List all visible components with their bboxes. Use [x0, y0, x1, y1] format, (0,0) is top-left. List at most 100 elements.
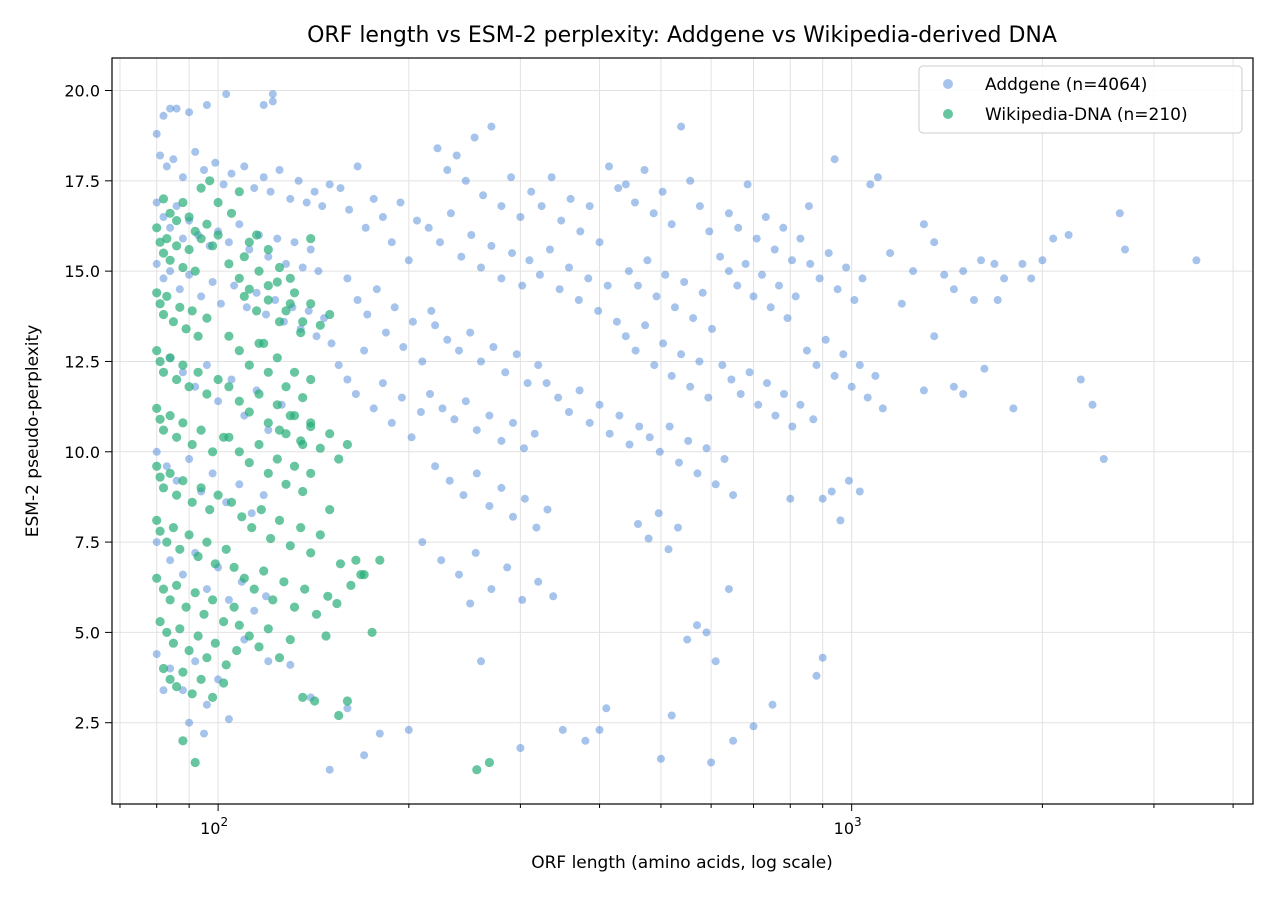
- addgene-point: [545, 245, 554, 254]
- addgene-point: [159, 274, 168, 283]
- wikipedia-dna-point: [210, 559, 220, 569]
- wikipedia-dna-point: [152, 461, 162, 471]
- addgene-point: [631, 346, 640, 355]
- wikipedia-dna-point: [244, 237, 254, 247]
- addgene-point: [684, 436, 693, 445]
- wikipedia-dna-point: [239, 291, 249, 301]
- wikipedia-dna-point: [178, 476, 188, 486]
- wikipedia-dna-point: [213, 197, 223, 208]
- y-axis-label: ESM-2 pseudo-perplexity: [23, 325, 43, 538]
- wikipedia-dna-point: [244, 407, 254, 417]
- addgene-point: [202, 585, 211, 594]
- addgene-point: [334, 361, 343, 370]
- addgene-point: [298, 263, 307, 272]
- addgene-point: [159, 213, 168, 221]
- wikipedia-dna-point: [196, 234, 206, 244]
- wikipedia-dna-point: [196, 425, 206, 435]
- wikipedia-dna-point: [193, 631, 203, 641]
- wikipedia-dna-point: [296, 523, 306, 533]
- wikipedia-dna-point: [184, 212, 194, 222]
- wikipedia-dna-point: [190, 226, 200, 236]
- addgene-point: [675, 458, 683, 467]
- addgene-point: [235, 220, 244, 229]
- addgene-point: [656, 754, 665, 763]
- addgene-point: [783, 314, 792, 323]
- addgene-point: [404, 725, 413, 734]
- addgene-point: [796, 400, 805, 409]
- wikipedia-dna-point: [296, 328, 306, 338]
- wikipedia-dna-point: [187, 497, 197, 507]
- addgene-point: [698, 288, 707, 297]
- addgene-point: [363, 310, 372, 319]
- addgene-point: [878, 404, 887, 413]
- series-0: [152, 90, 1201, 774]
- wikipedia-dna-point: [232, 645, 242, 656]
- wikipedia-dna-point: [224, 382, 234, 392]
- addgene-point: [809, 415, 818, 424]
- addgene-point: [318, 202, 327, 211]
- addgene-point: [418, 357, 427, 366]
- wikipedia-dna-point: [249, 584, 259, 594]
- addgene-point: [312, 332, 321, 341]
- wikipedia-dna-point: [351, 555, 361, 565]
- addgene-point: [477, 657, 485, 666]
- addgene-point: [509, 512, 517, 521]
- wikipedia-dna-point: [208, 241, 218, 251]
- wikipedia-dna-point: [213, 374, 223, 385]
- addgene-point: [497, 202, 506, 211]
- addgene-point: [658, 187, 667, 196]
- addgene-point: [949, 382, 958, 391]
- addgene-point: [667, 220, 676, 229]
- wikipedia-dna-point: [202, 389, 212, 399]
- wikipedia-dna-point: [274, 262, 285, 273]
- wikipedia-dna-point: [289, 288, 300, 298]
- addgene-point: [445, 476, 454, 485]
- wikipedia-dna-point: [298, 317, 308, 327]
- wikipedia-dna-point: [335, 559, 346, 569]
- addgene-point: [833, 285, 842, 294]
- wikipedia-dna-point: [162, 627, 172, 638]
- wikipedia-dna-point: [281, 382, 291, 392]
- addgene-point: [485, 502, 494, 510]
- addgene-point: [501, 368, 510, 377]
- addgene-point: [720, 455, 729, 463]
- y-tick-label: 5.0: [75, 623, 100, 642]
- addgene-point: [812, 671, 821, 680]
- wikipedia-dna-point: [472, 765, 482, 775]
- addgene-point: [264, 252, 273, 261]
- addgene-point: [766, 303, 775, 312]
- addgene-point: [264, 426, 273, 435]
- addgene-point: [437, 556, 446, 565]
- addgene-point: [736, 390, 745, 398]
- addgene-point: [507, 173, 516, 182]
- addgene-point: [565, 408, 573, 416]
- wikipedia-dna-point: [239, 252, 249, 262]
- wikipedia-dna-point: [285, 541, 295, 551]
- addgene-point: [667, 371, 676, 380]
- addgene-point: [259, 491, 268, 500]
- wikipedia-dna-point: [310, 696, 320, 706]
- wikipedia-dna-point: [359, 570, 369, 580]
- wikipedia-dna-point: [196, 674, 206, 685]
- addgene-point: [650, 361, 659, 370]
- addgene-point: [178, 368, 187, 377]
- addgene-point: [993, 296, 1002, 304]
- addgene-point: [631, 198, 639, 207]
- addgene-point: [304, 306, 313, 315]
- addgene-point: [508, 249, 516, 258]
- addgene-point: [431, 462, 440, 471]
- addgene-point: [603, 281, 612, 290]
- addgene-point: [575, 386, 584, 395]
- addgene-point: [665, 422, 674, 431]
- addgene-point: [614, 184, 623, 193]
- addgene-point: [520, 444, 528, 453]
- addgene-point: [525, 256, 534, 265]
- addgene-point: [166, 267, 175, 276]
- addgene-point: [683, 635, 692, 644]
- wikipedia-dna-point: [334, 454, 344, 464]
- addgene-point: [268, 97, 277, 106]
- addgene-point: [152, 198, 161, 207]
- wikipedia-dna-point: [155, 617, 165, 627]
- wikipedia-dna-point: [178, 360, 188, 370]
- addgene-point: [520, 494, 529, 503]
